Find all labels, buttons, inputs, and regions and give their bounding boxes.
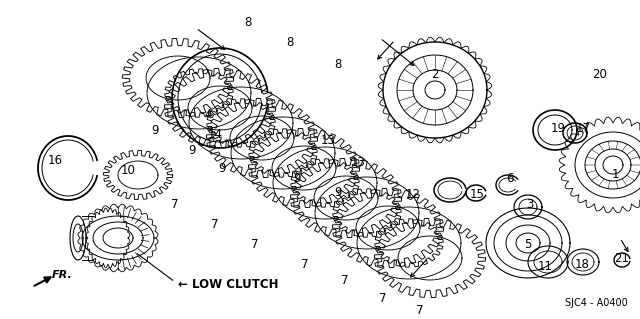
Text: 13: 13 [351, 155, 365, 168]
Text: 7: 7 [301, 258, 308, 271]
Text: 3: 3 [526, 198, 534, 211]
Text: 5: 5 [524, 239, 532, 251]
Text: 17: 17 [575, 122, 591, 135]
Text: 21: 21 [614, 251, 630, 264]
Text: 2: 2 [431, 69, 439, 81]
Text: 12: 12 [406, 189, 420, 202]
Text: 13: 13 [321, 133, 335, 146]
Text: 16: 16 [47, 153, 63, 167]
Text: 10: 10 [120, 164, 136, 176]
Text: 8: 8 [286, 35, 294, 48]
Text: 9: 9 [334, 186, 342, 198]
Text: 7: 7 [416, 303, 424, 316]
Text: 7: 7 [172, 198, 179, 211]
Text: 7: 7 [341, 273, 349, 286]
Text: 7: 7 [380, 292, 387, 305]
Text: 20: 20 [593, 69, 607, 81]
Text: 7: 7 [252, 239, 259, 251]
Text: 19: 19 [550, 122, 566, 135]
Text: 18: 18 [575, 258, 589, 271]
Text: SJC4 - A0400: SJC4 - A0400 [565, 298, 628, 308]
Text: 15: 15 [470, 189, 484, 202]
Text: 9: 9 [293, 172, 301, 184]
Text: 4: 4 [204, 108, 212, 122]
Text: 7: 7 [211, 219, 219, 232]
Text: 9: 9 [188, 144, 196, 157]
Text: 1: 1 [611, 168, 619, 182]
Text: 6: 6 [506, 172, 514, 184]
Text: 14: 14 [207, 129, 223, 142]
Text: FR.: FR. [52, 270, 73, 280]
Text: 9: 9 [151, 123, 159, 137]
Text: ← LOW CLUTCH: ← LOW CLUTCH [178, 278, 278, 291]
Text: 11: 11 [538, 261, 552, 273]
Text: 8: 8 [244, 16, 252, 28]
Text: 9: 9 [218, 161, 226, 174]
Text: 8: 8 [334, 58, 342, 71]
